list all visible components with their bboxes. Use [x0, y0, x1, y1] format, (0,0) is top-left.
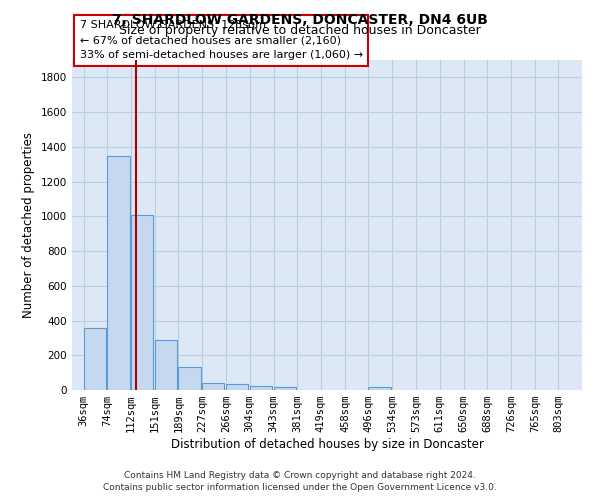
Bar: [178, 368, 201, 390]
Bar: [226, 384, 248, 390]
Text: 7, SHARDLOW GARDENS, DONCASTER, DN4 6UB: 7, SHARDLOW GARDENS, DONCASTER, DN4 6UB: [112, 12, 488, 26]
Bar: [107, 156, 130, 390]
Bar: [155, 340, 177, 390]
Y-axis label: Number of detached properties: Number of detached properties: [22, 132, 35, 318]
Bar: [250, 386, 272, 390]
Text: Size of property relative to detached houses in Doncaster: Size of property relative to detached ho…: [119, 24, 481, 37]
Bar: [202, 382, 224, 390]
Text: 7 SHARDLOW GARDENS: 125sqm
← 67% of detached houses are smaller (2,160)
33% of s: 7 SHARDLOW GARDENS: 125sqm ← 67% of deta…: [80, 20, 363, 60]
Bar: [131, 214, 153, 390]
Text: Contains HM Land Registry data © Crown copyright and database right 2024.
Contai: Contains HM Land Registry data © Crown c…: [103, 471, 497, 492]
Bar: [84, 328, 106, 390]
Bar: [368, 386, 391, 390]
Bar: [274, 387, 296, 390]
X-axis label: Distribution of detached houses by size in Doncaster: Distribution of detached houses by size …: [170, 438, 484, 451]
